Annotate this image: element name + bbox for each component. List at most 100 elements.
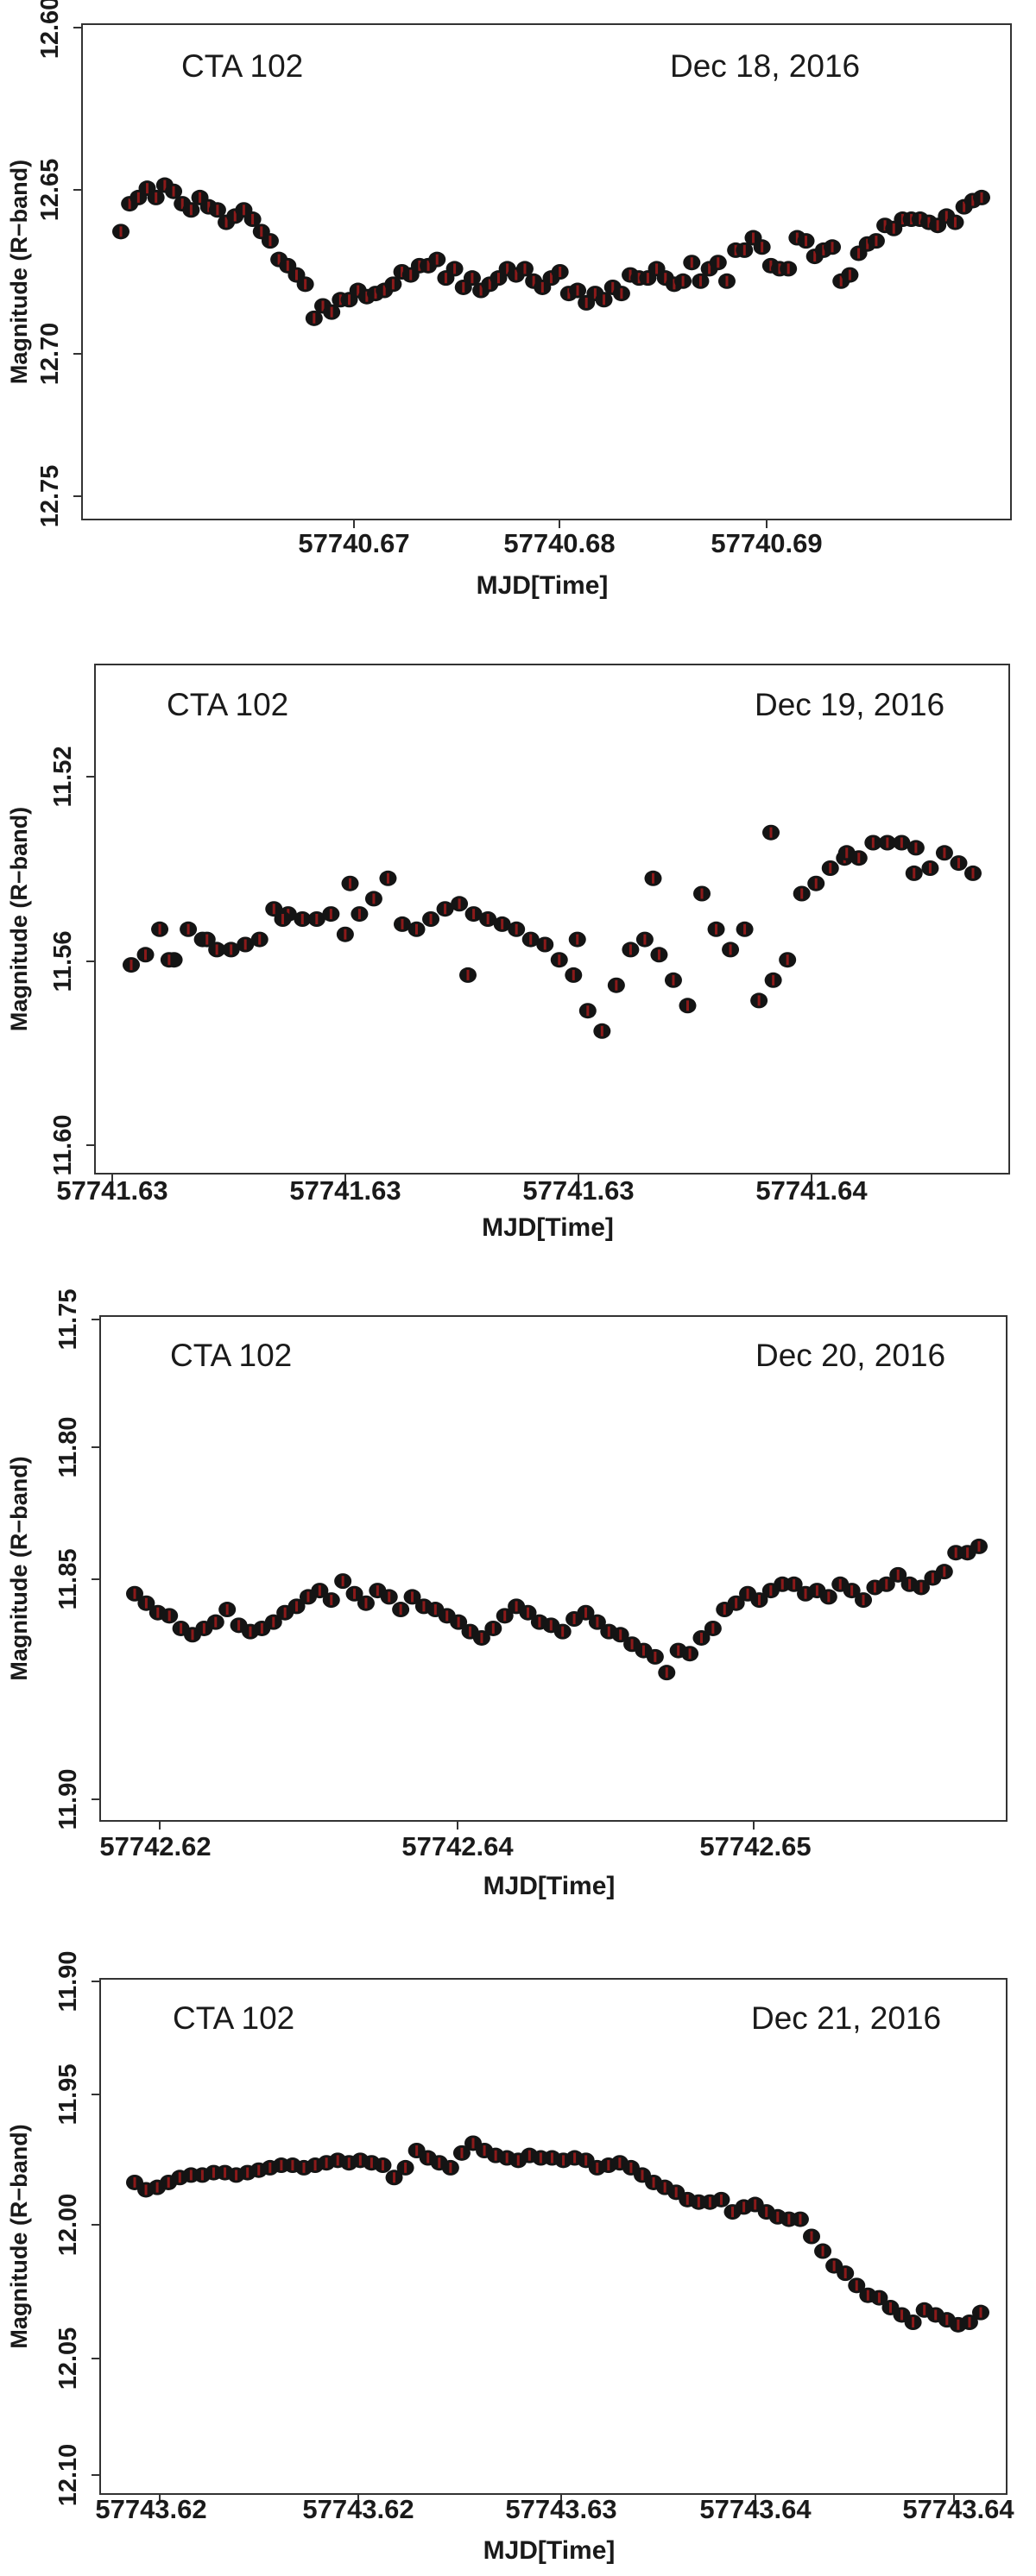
data-point (785, 1576, 803, 1592)
x-tick-label: 57741.63 (56, 1175, 167, 1206)
y-tick-label: 12.65 (36, 159, 64, 222)
data-point (893, 835, 911, 851)
data-point (393, 916, 411, 932)
data-point (681, 1646, 699, 1662)
x-tick-label: 57743.64 (699, 2494, 812, 2524)
data-point (198, 931, 216, 948)
data-point (870, 2289, 888, 2306)
observation-date: Dec 18, 2016 (670, 48, 860, 84)
data-point (878, 835, 896, 851)
x-tick-label: 57742.62 (99, 1831, 211, 1861)
data-point (484, 1620, 502, 1636)
object-name: CTA 102 (181, 48, 303, 84)
y-tick-label: 12.00 (54, 2194, 82, 2257)
data-point (793, 885, 811, 902)
data-point (565, 967, 583, 983)
y-tick-label: 11.60 (49, 1115, 77, 1176)
data-point (407, 921, 426, 937)
data-point (577, 1604, 595, 1621)
chart-panel-3: 11.75 11.80 11.85 11.90 57742.62 57742.64 5774… (6, 1289, 1008, 1900)
data-point (595, 292, 613, 308)
data-point (147, 189, 165, 205)
y-tick-label: 12.05 (54, 2327, 82, 2390)
data-point (588, 1614, 606, 1630)
y-tick-label: 11.75 (54, 1289, 82, 1351)
chart-panel-1: 12.60 12.65 12.70 12.75 57740.67 57740.68 5774… (6, 0, 1012, 600)
data-point (264, 1614, 282, 1630)
y-axis-label: Magnitude (R−band) (6, 160, 32, 384)
y-axis-label: Magnitude (R−band) (6, 807, 32, 1031)
observation-date: Dec 19, 2016 (755, 687, 944, 722)
data-point (727, 1595, 745, 1611)
data-point (441, 2159, 459, 2176)
data-point (877, 1576, 895, 1592)
data-point (972, 2304, 989, 2321)
observation-date: Dec 21, 2016 (751, 2000, 941, 2036)
x-tick-label: 57742.65 (699, 1831, 811, 1861)
x-tick-label: 57740.67 (298, 528, 409, 558)
data-point (208, 202, 226, 218)
data-point (334, 1573, 352, 1590)
y-tick-label: 12.75 (36, 465, 64, 528)
data-point (622, 942, 640, 958)
y-tick-label: 11.56 (49, 931, 77, 992)
data-point (451, 896, 469, 912)
x-tick-label: 57741.63 (522, 1175, 634, 1206)
data-point (536, 936, 554, 953)
data-point (445, 261, 464, 277)
data-point (964, 865, 982, 881)
data-point (341, 875, 359, 891)
data-point (644, 870, 662, 886)
data-point (296, 276, 314, 293)
data-point (519, 1604, 537, 1621)
data-point (403, 1589, 421, 1605)
data-point (712, 2191, 730, 2208)
data-point (160, 952, 178, 968)
y-tick-label: 12.10 (54, 2444, 82, 2507)
data-point (550, 952, 568, 968)
data-point (112, 224, 130, 240)
data-point (243, 211, 262, 228)
data-point (843, 1583, 861, 1599)
data-point (889, 1566, 907, 1583)
data-point (250, 931, 268, 948)
data-point (322, 1592, 340, 1609)
data-point (607, 977, 625, 993)
data-point (578, 1003, 597, 1019)
data-point (161, 1608, 179, 1624)
data-point (568, 931, 586, 948)
data-point (392, 1602, 410, 1618)
data-point (422, 911, 440, 927)
data-point (904, 2315, 922, 2330)
data-point (764, 972, 782, 988)
data-point (650, 947, 668, 963)
data-point (824, 239, 842, 255)
data-point (206, 1614, 224, 1630)
data-point (493, 916, 511, 932)
data-point (305, 310, 323, 326)
x-tick-label: 57743.64 (902, 2494, 1014, 2524)
data-point (646, 1648, 664, 1665)
data-point (750, 992, 768, 1009)
object-name: CTA 102 (173, 2000, 294, 2036)
data-point (683, 255, 701, 271)
y-tick-label: 12.60 (36, 0, 64, 59)
data-point (311, 1583, 329, 1599)
data-point (855, 1592, 873, 1609)
data-point (611, 1627, 629, 1643)
data-point (508, 921, 526, 937)
data-point (635, 931, 654, 948)
x-tick-label: 57740.69 (711, 528, 822, 558)
data-point (913, 1579, 931, 1596)
data-point (841, 267, 859, 283)
data-point (137, 1595, 155, 1611)
data-point (693, 885, 711, 902)
data-point (165, 183, 183, 199)
data-point (717, 273, 736, 289)
data-point (274, 911, 292, 927)
data-point (496, 1608, 514, 1624)
data-point (396, 2159, 414, 2176)
data-point (208, 942, 226, 958)
plot-frame (99, 1978, 1008, 2495)
x-axis-label: MJD[Time] (477, 571, 609, 600)
